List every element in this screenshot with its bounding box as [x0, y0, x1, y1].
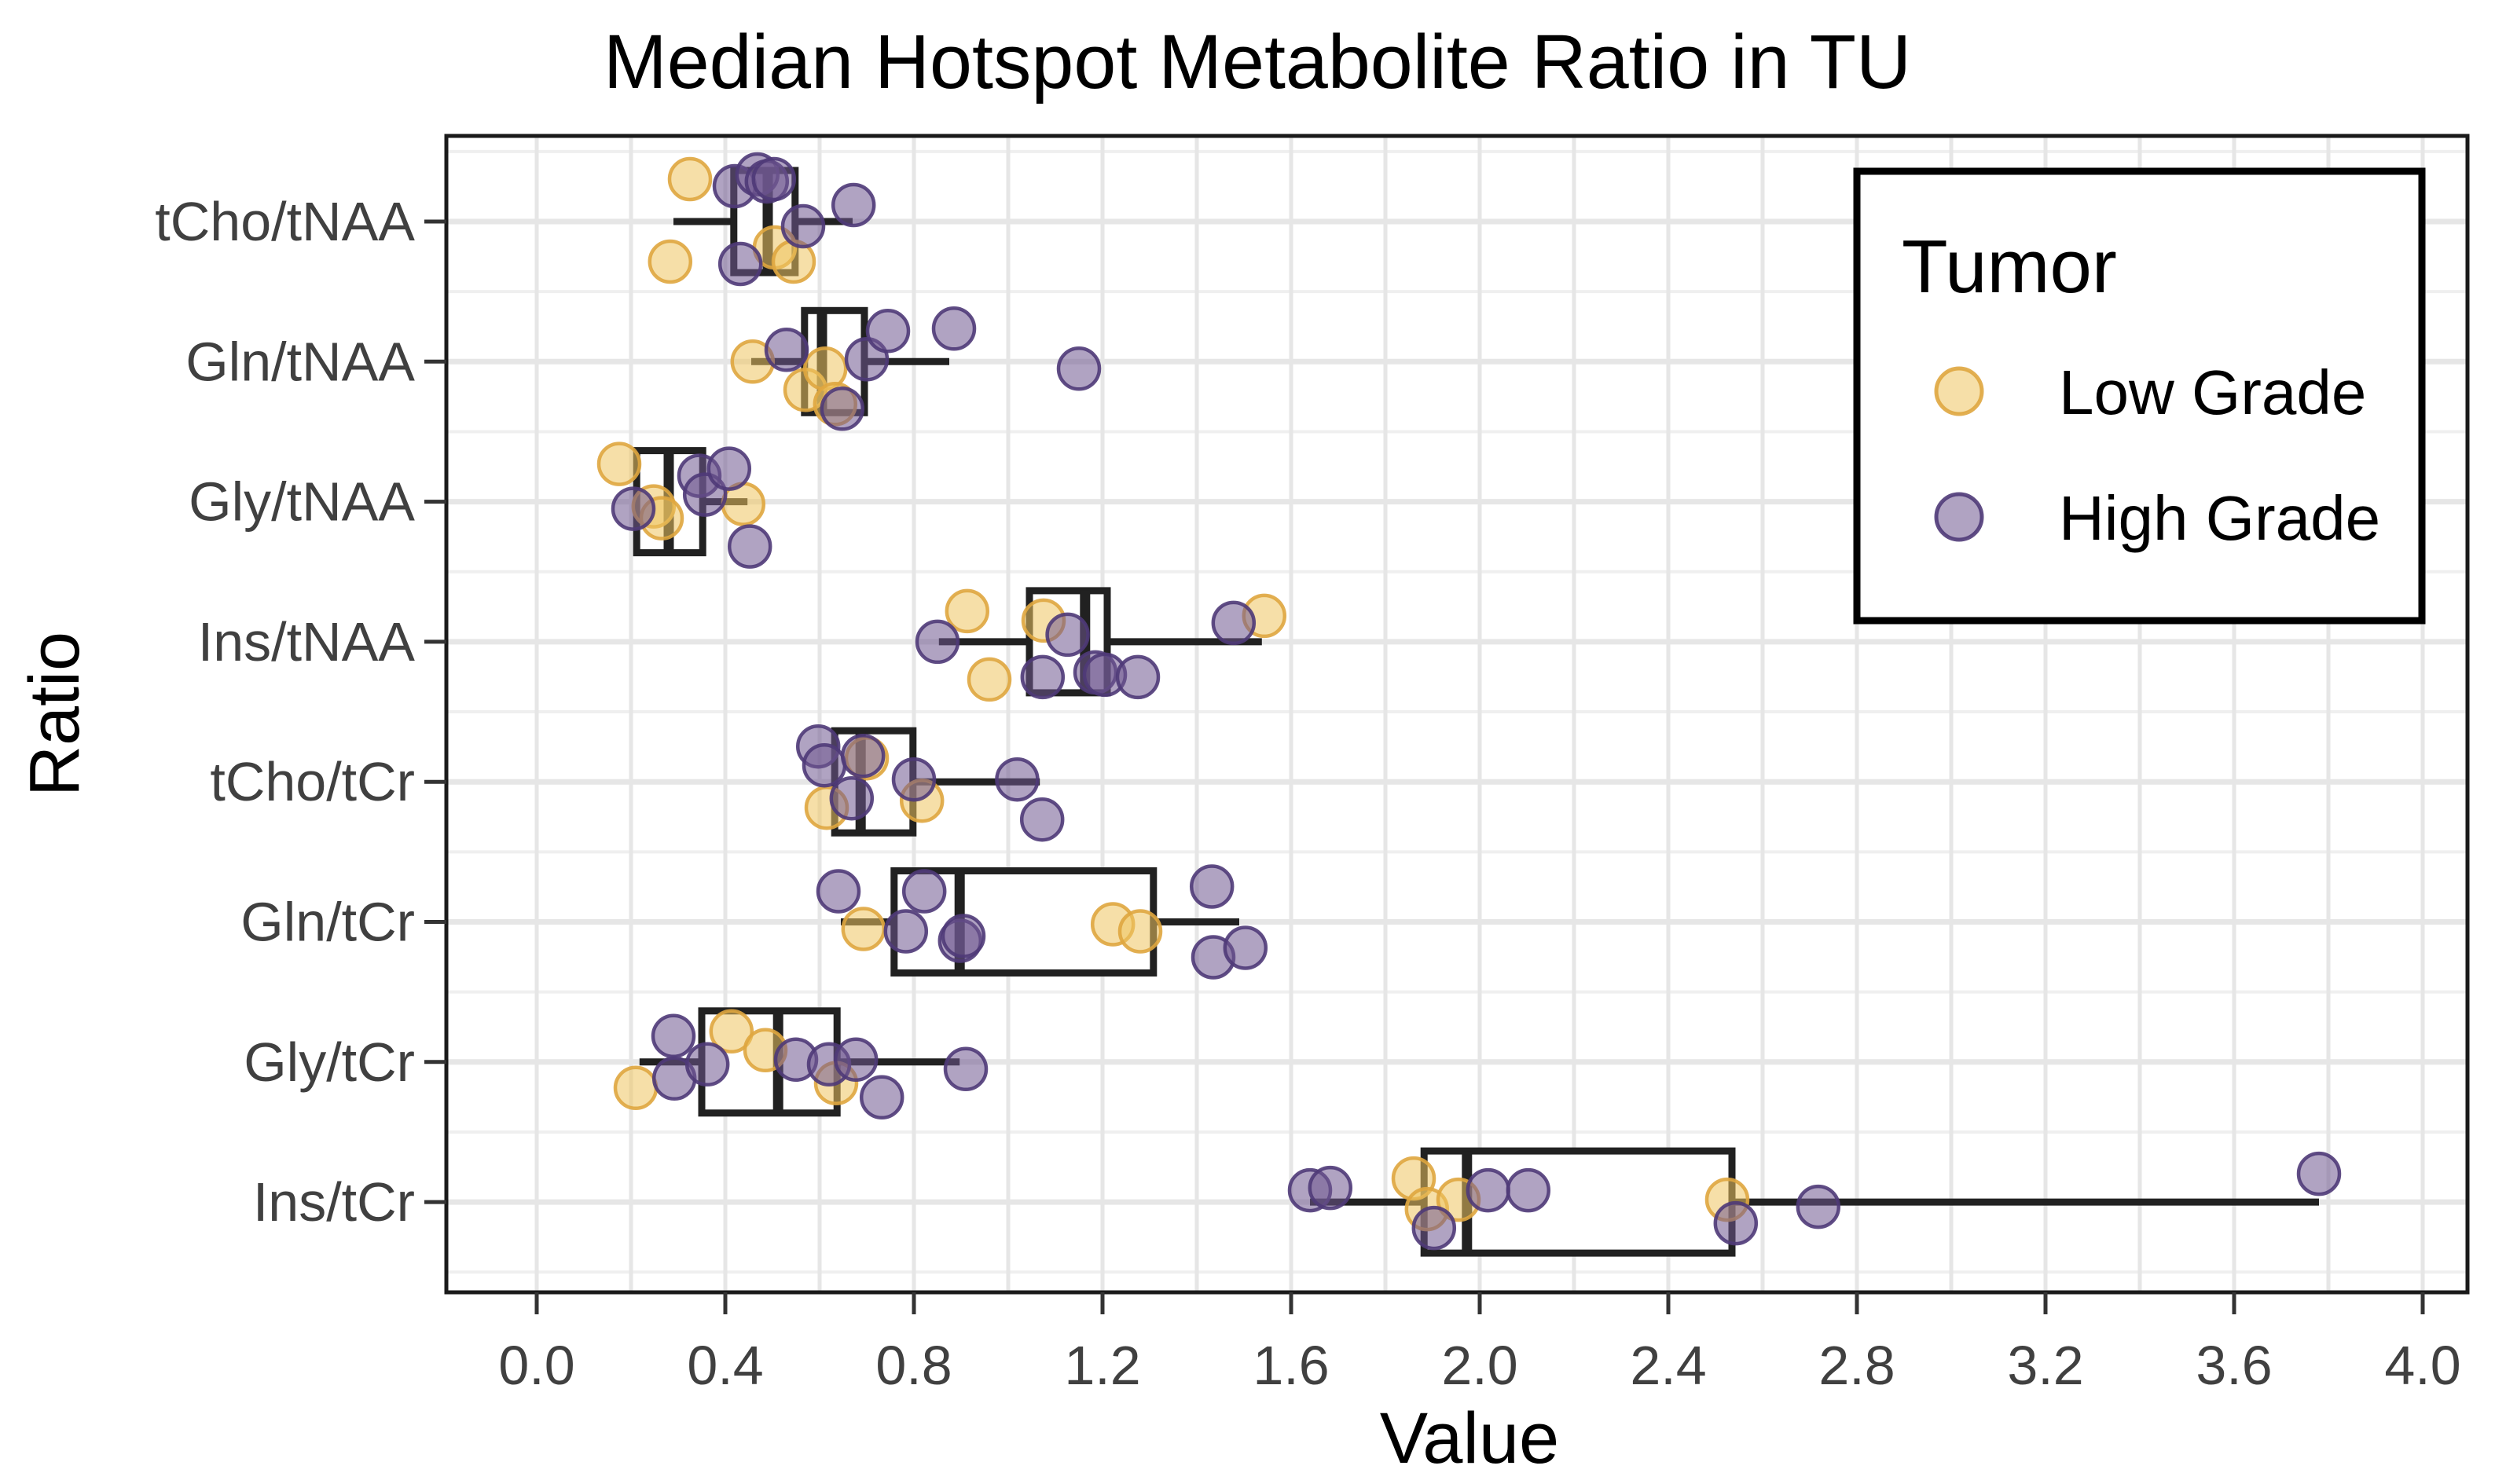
- x-tick-label: 2.0: [1441, 1335, 1517, 1396]
- y-category-label: Gln/tNAA: [185, 331, 415, 392]
- y-category-label: tCho/tCr: [210, 751, 415, 812]
- data-point-high-grade: [1019, 797, 1065, 842]
- legend-title: Tumor: [1902, 225, 2117, 309]
- chart-title: Median Hotspot Metabolite Ratio in TU: [604, 19, 1911, 104]
- data-point-high-grade: [684, 1042, 730, 1087]
- data-point-low-grade: [1117, 909, 1163, 954]
- data-point-high-grade: [1506, 1167, 1551, 1213]
- x-tick-label: 0.8: [875, 1335, 952, 1396]
- data-point-high-grade: [840, 733, 886, 779]
- data-point-high-grade: [1713, 1200, 1759, 1246]
- data-point-low-grade: [667, 156, 713, 202]
- data-point-low-grade: [613, 1065, 659, 1111]
- data-point-high-grade: [1056, 346, 1102, 391]
- data-point-high-grade: [915, 619, 960, 665]
- data-point-high-grade: [931, 306, 977, 351]
- legend-label-high-grade: High Grade: [2059, 483, 2380, 553]
- y-category-label: Gly/tCr: [244, 1031, 415, 1093]
- legend-label-low-grade: Low Grade: [2059, 357, 2366, 427]
- data-point-high-grade: [859, 1075, 904, 1120]
- data-point-high-grade: [1796, 1184, 1841, 1229]
- x-tick-label: 4.0: [2384, 1335, 2460, 1396]
- data-point-high-grade: [1115, 654, 1161, 700]
- data-point-high-grade: [1211, 600, 1257, 646]
- data-point-high-grade: [1466, 1167, 1511, 1213]
- data-point-low-grade: [967, 657, 1012, 702]
- data-point-high-grade: [764, 328, 809, 372]
- data-point-high-grade: [901, 869, 947, 914]
- data-point-high-grade: [1223, 925, 1268, 970]
- axes: 0.0 0.4 0.8 1.2 1.6 2.0 2.4 2.8 3.2 3.6 4.0 tCho/tN…: [155, 191, 2460, 1396]
- data-point-high-grade: [831, 182, 876, 228]
- data-point-high-grade: [780, 203, 826, 249]
- y-category-label: tCho/tNAA: [155, 191, 415, 252]
- data-point-high-grade: [611, 486, 656, 531]
- data-point-high-grade: [727, 524, 772, 569]
- legend: Tumor Low Grade High Grade: [1853, 167, 2426, 625]
- data-point-high-grade: [865, 309, 911, 354]
- data-point-high-grade: [651, 1013, 696, 1059]
- data-point-high-grade: [751, 156, 797, 202]
- x-tick-label: 2.4: [1630, 1335, 1706, 1396]
- data-point-high-grade: [995, 757, 1040, 802]
- legend-key-high-grade-icon: [1934, 492, 1984, 542]
- legend-key-low-grade-icon: [1934, 366, 1984, 416]
- data-point-high-grade: [943, 1046, 989, 1092]
- y-category-label: Gln/tCr: [240, 892, 415, 953]
- x-tick-label: 0.0: [498, 1335, 574, 1396]
- data-point-high-grade: [1308, 1165, 1353, 1211]
- x-tick-label: 3.6: [2196, 1335, 2272, 1396]
- y-category-label: Ins/tCr: [253, 1171, 415, 1233]
- data-point-high-grade: [1189, 864, 1235, 909]
- x-tick-label: 3.2: [2007, 1335, 2083, 1396]
- data-point-high-grade: [883, 909, 929, 954]
- x-tick-label: 2.8: [1818, 1335, 1895, 1396]
- data-point-low-grade: [596, 442, 642, 486]
- jitter-points: [596, 152, 2342, 1251]
- data-point-high-grade: [717, 241, 763, 287]
- y-category-label: Gly/tNAA: [189, 471, 415, 533]
- data-point-high-grade: [706, 446, 752, 491]
- x-axis-title: Value: [1380, 1398, 1559, 1479]
- data-point-low-grade: [841, 907, 886, 951]
- data-point-high-grade: [1411, 1205, 1457, 1251]
- x-tick-label: 1.2: [1064, 1335, 1140, 1396]
- data-point-high-grade: [941, 914, 986, 958]
- data-point-high-grade: [891, 757, 937, 802]
- x-tick-label: 1.6: [1253, 1335, 1329, 1396]
- data-point-high-grade: [1020, 654, 1066, 700]
- data-point-high-grade: [2296, 1151, 2342, 1196]
- x-tick-label: 0.4: [687, 1335, 763, 1396]
- data-point-low-grade: [648, 239, 693, 284]
- data-point-low-grade: [945, 588, 990, 634]
- data-point-low-grade: [709, 1009, 754, 1054]
- data-point-high-grade: [833, 1037, 879, 1083]
- data-point-high-grade: [816, 869, 861, 914]
- data-point-high-grade: [829, 775, 875, 821]
- data-point-high-grade: [802, 742, 847, 788]
- data-point-high-grade: [1045, 612, 1090, 658]
- y-category-label: Ins/tNAA: [198, 611, 416, 672]
- data-point-high-grade: [820, 387, 865, 431]
- panel-border: [444, 134, 2470, 1295]
- y-axis-title: Ratio: [16, 632, 94, 797]
